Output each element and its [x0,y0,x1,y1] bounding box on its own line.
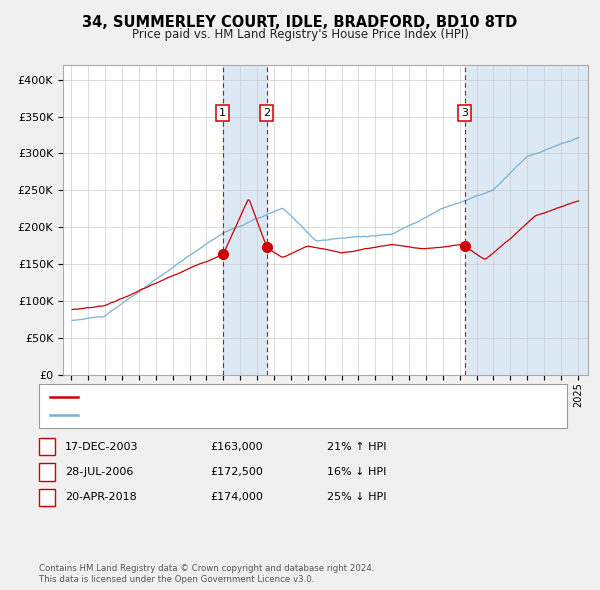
Text: This data is licensed under the Open Government Licence v3.0.: This data is licensed under the Open Gov… [39,575,314,584]
Text: 34, SUMMERLEY COURT, IDLE, BRADFORD, BD10 8TD (detached house): 34, SUMMERLEY COURT, IDLE, BRADFORD, BD1… [83,392,439,402]
Text: 25% ↓ HPI: 25% ↓ HPI [327,493,386,502]
Text: HPI: Average price, detached house, Bradford: HPI: Average price, detached house, Brad… [83,411,311,420]
Text: 1: 1 [219,108,226,118]
Text: 20-APR-2018: 20-APR-2018 [65,493,137,502]
Text: Contains HM Land Registry data © Crown copyright and database right 2024.: Contains HM Land Registry data © Crown c… [39,565,374,573]
Bar [465,65,588,375]
Text: 3: 3 [461,108,468,118]
Bar [223,65,267,375]
Text: £172,500: £172,500 [210,467,263,477]
Text: £174,000: £174,000 [210,493,263,502]
Text: 17-DEC-2003: 17-DEC-2003 [65,442,139,451]
Text: 21% ↑ HPI: 21% ↑ HPI [327,442,386,451]
Text: 2: 2 [263,108,271,118]
Text: £163,000: £163,000 [210,442,263,451]
Text: 28-JUL-2006: 28-JUL-2006 [65,467,133,477]
Text: 2: 2 [44,467,50,477]
Text: 16% ↓ HPI: 16% ↓ HPI [327,467,386,477]
Text: 1: 1 [44,442,50,451]
Text: Price paid vs. HM Land Registry's House Price Index (HPI): Price paid vs. HM Land Registry's House … [131,28,469,41]
Text: 34, SUMMERLEY COURT, IDLE, BRADFORD, BD10 8TD: 34, SUMMERLEY COURT, IDLE, BRADFORD, BD1… [82,15,518,30]
Text: 3: 3 [44,493,50,502]
